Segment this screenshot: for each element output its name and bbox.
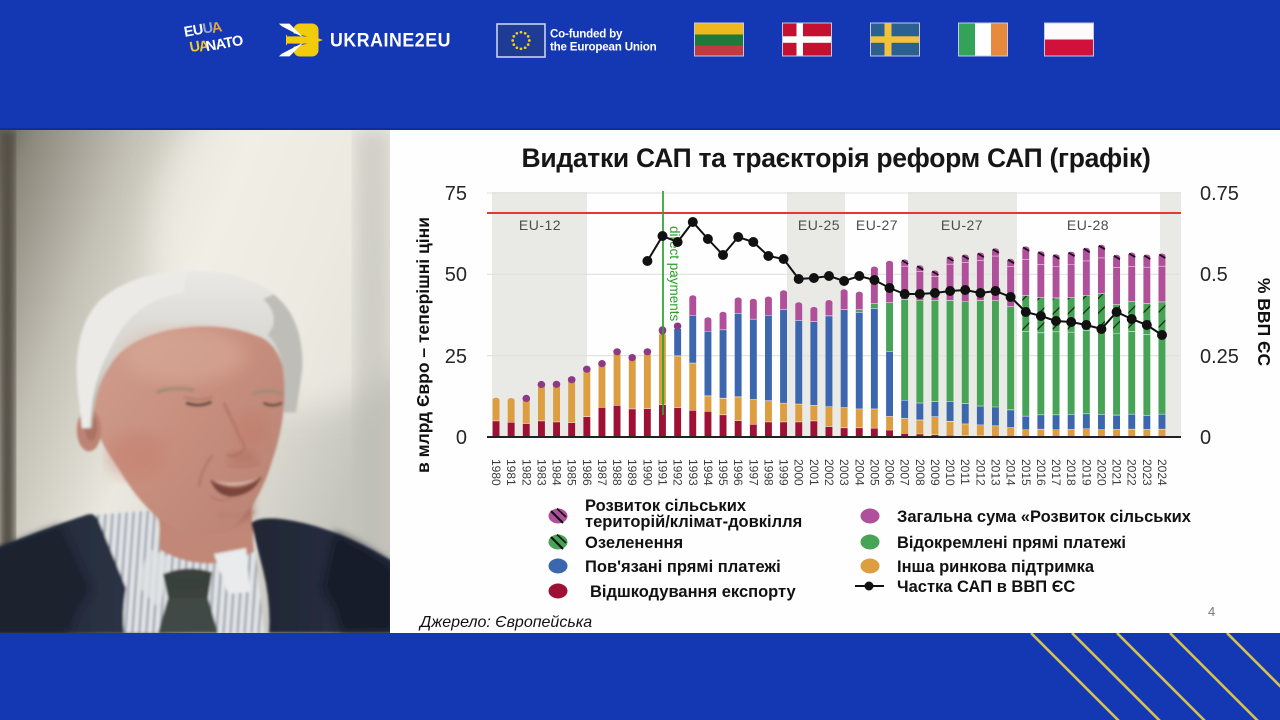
svg-text:EU-27: EU-27 bbox=[856, 217, 898, 233]
svg-text:2020: 2020 bbox=[1094, 459, 1108, 486]
svg-text:EU-25: EU-25 bbox=[798, 217, 840, 233]
svg-text:0: 0 bbox=[1200, 427, 1211, 449]
svg-text:direct payments: direct payments bbox=[667, 226, 682, 322]
svg-text:1982: 1982 bbox=[519, 459, 533, 486]
svg-text:2006: 2006 bbox=[883, 459, 897, 486]
svg-text:Загальна сума «Розвиток сільсь: Загальна сума «Розвиток сільських bbox=[897, 508, 1192, 526]
svg-text:2012: 2012 bbox=[973, 459, 987, 486]
svg-text:Co-funded by: Co-funded by bbox=[550, 28, 623, 41]
svg-text:EU-12: EU-12 bbox=[519, 217, 561, 233]
svg-text:0: 0 bbox=[456, 427, 467, 449]
svg-text:2019: 2019 bbox=[1079, 459, 1093, 486]
svg-text:75: 75 bbox=[445, 183, 467, 205]
svg-text:1994: 1994 bbox=[701, 459, 715, 486]
svg-text:2014: 2014 bbox=[1004, 459, 1018, 486]
svg-text:the European Union: the European Union bbox=[550, 41, 657, 54]
svg-text:1997: 1997 bbox=[746, 459, 760, 486]
svg-text:1986: 1986 bbox=[580, 459, 594, 486]
svg-text:25: 25 bbox=[445, 346, 467, 368]
svg-text:2007: 2007 bbox=[898, 459, 912, 486]
svg-text:0.75: 0.75 bbox=[1200, 183, 1239, 205]
svg-text:A: A bbox=[197, 38, 211, 56]
svg-text:EU-27: EU-27 bbox=[941, 217, 983, 233]
svg-text:1981: 1981 bbox=[504, 459, 518, 486]
svg-text:1987: 1987 bbox=[595, 459, 609, 486]
svg-text:2018: 2018 bbox=[1064, 459, 1078, 486]
svg-text:2021: 2021 bbox=[1110, 459, 1124, 486]
svg-text:Частка САП в ВВП ЄС: Частка САП в ВВП ЄС bbox=[897, 578, 1075, 596]
svg-text:2008: 2008 bbox=[913, 459, 927, 486]
svg-text:50: 50 bbox=[445, 264, 467, 286]
svg-text:Інша ринкова підтримка: Інша ринкова підтримка bbox=[897, 558, 1095, 576]
svg-text:1998: 1998 bbox=[761, 459, 775, 486]
svg-text:1992: 1992 bbox=[671, 459, 685, 486]
svg-text:2011: 2011 bbox=[958, 459, 972, 485]
svg-text:Розвиток сільських: Розвиток сільських bbox=[585, 497, 747, 515]
svg-text:1993: 1993 bbox=[686, 459, 700, 486]
svg-text:0.25: 0.25 bbox=[1200, 346, 1239, 368]
svg-text:2001: 2001 bbox=[807, 459, 821, 486]
svg-text:в млрд Євро – теперішні ціни: в млрд Євро – теперішні ціни bbox=[413, 217, 433, 473]
svg-text:2009: 2009 bbox=[928, 459, 942, 486]
svg-text:% ВВП ЄС: % ВВП ЄС bbox=[1254, 278, 1274, 367]
svg-text:A: A bbox=[210, 19, 224, 37]
svg-text:2005: 2005 bbox=[867, 459, 881, 486]
svg-text:1983: 1983 bbox=[534, 459, 548, 486]
svg-text:1989: 1989 bbox=[625, 459, 639, 486]
svg-text:EU-28: EU-28 bbox=[1067, 217, 1109, 233]
svg-text:Відшкодування експорту: Відшкодування експорту bbox=[590, 583, 797, 601]
svg-text:1988: 1988 bbox=[610, 459, 624, 486]
svg-text:2004: 2004 bbox=[852, 459, 866, 486]
svg-text:4: 4 bbox=[1208, 604, 1215, 619]
svg-text:2003: 2003 bbox=[837, 459, 851, 486]
svg-text:2013: 2013 bbox=[989, 459, 1003, 486]
svg-text:2024: 2024 bbox=[1155, 459, 1169, 486]
svg-text:2010: 2010 bbox=[943, 459, 957, 486]
svg-text:Пов'язані прямі платежі: Пов'язані прямі платежі bbox=[585, 558, 781, 576]
svg-text:EU: EU bbox=[183, 22, 205, 41]
svg-text:Видатки САП та траєкторія рефо: Видатки САП та траєкторія реформ САП (гр… bbox=[522, 143, 1151, 173]
svg-text:1996: 1996 bbox=[731, 459, 745, 486]
svg-text:2016: 2016 bbox=[1034, 459, 1048, 486]
svg-text:Відокремлені прямі платежі: Відокремлені прямі платежі bbox=[897, 534, 1126, 552]
svg-text:1995: 1995 bbox=[716, 459, 730, 486]
svg-text:2023: 2023 bbox=[1140, 459, 1154, 486]
svg-text:UKRAINE2EU: UKRAINE2EU bbox=[330, 31, 451, 52]
svg-text:1980: 1980 bbox=[489, 459, 503, 486]
svg-text:1985: 1985 bbox=[565, 459, 579, 486]
svg-text:1999: 1999 bbox=[777, 459, 791, 486]
svg-text:U: U bbox=[201, 20, 214, 37]
svg-text:Джерело: Європейська: Джерело: Європейська bbox=[418, 614, 592, 631]
svg-text:1991: 1991 bbox=[656, 459, 670, 486]
svg-text:2000: 2000 bbox=[792, 459, 806, 486]
svg-text:2002: 2002 bbox=[822, 459, 836, 486]
svg-text:1984: 1984 bbox=[550, 459, 564, 486]
svg-text:2015: 2015 bbox=[1019, 459, 1033, 486]
svg-text:Озеленення: Озеленення bbox=[585, 534, 683, 552]
svg-text:U: U bbox=[188, 39, 201, 56]
svg-text:територій/клімат-довкілля: територій/клімат-довкілля bbox=[585, 513, 802, 531]
svg-text:2017: 2017 bbox=[1049, 459, 1063, 486]
svg-text:NATO: NATO bbox=[205, 33, 245, 55]
svg-text:2022: 2022 bbox=[1125, 459, 1139, 486]
svg-text:0.5: 0.5 bbox=[1200, 264, 1228, 286]
svg-text:1990: 1990 bbox=[640, 459, 654, 486]
